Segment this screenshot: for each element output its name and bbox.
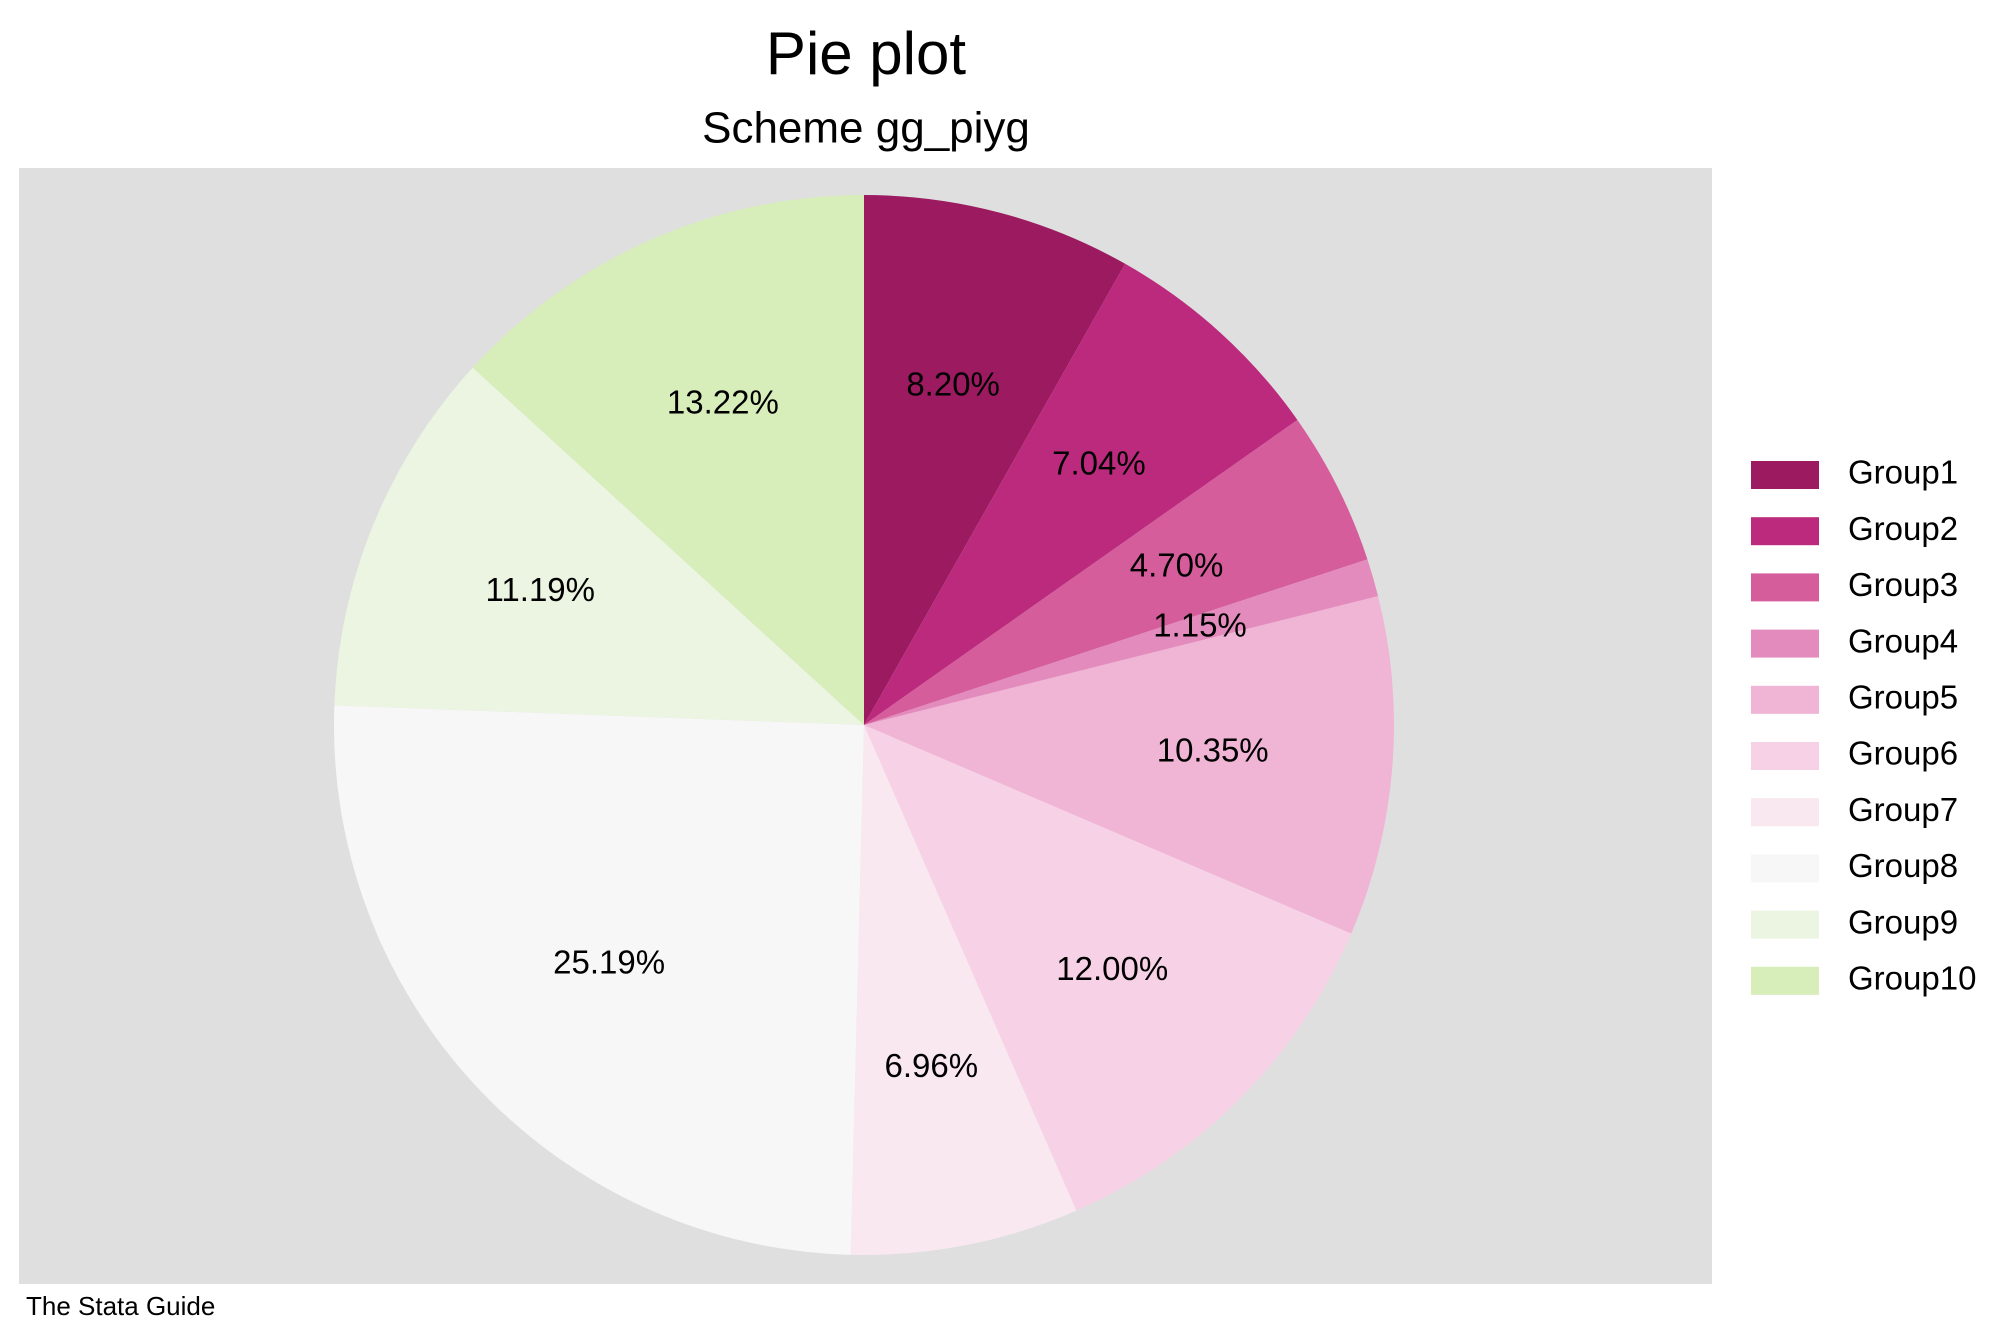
legend-label: Group10 [1848,960,1976,997]
pie-slice [864,195,1126,725]
value-label: 11.19% [486,571,595,608]
legend-label: Group1 [1848,454,1958,491]
legend-swatch [1751,573,1819,602]
legend-swatch [1751,742,1819,770]
pie-slice [864,559,1379,725]
legend-label: Group7 [1848,791,1958,828]
value-label: 1.15% [1153,606,1247,643]
legend-label: Group6 [1848,735,1958,772]
value-label: 13.22% [667,384,779,421]
legend-swatch [1751,910,1819,939]
legend-label: Group3 [1848,566,1958,603]
pie-slice [864,596,1395,934]
legend-label: Group4 [1848,622,1958,659]
legend-swatch [1751,966,1819,995]
pie-slice [864,419,1368,725]
legend-label: Group9 [1848,903,1958,940]
value-label: 8.20% [906,365,1000,402]
value-label: 4.70% [1130,547,1224,584]
chart-title: Pie plot [766,20,966,87]
chart-subtitle: Scheme gg_piyg [702,104,1030,153]
legend-swatch [1751,629,1819,658]
legend-swatch [1751,517,1819,546]
value-label: 25.19% [553,943,665,980]
value-label: 10.35% [1157,731,1269,768]
value-label: 6.96% [884,1047,978,1084]
pie-slice [864,263,1298,725]
legend-swatch [1751,854,1819,883]
legend-swatch [1751,798,1819,827]
legend-label: Group8 [1848,847,1958,884]
pie-slice [850,725,1077,1255]
legend-label: Group5 [1848,679,1958,716]
legend-swatch [1751,461,1819,489]
caption: The Stata Guide [26,1291,215,1321]
pie-slice [864,725,1352,1211]
pie-slice [334,367,864,725]
value-label: 7.04% [1052,445,1146,482]
pie-slice [472,195,864,725]
pie-slice [334,705,864,1255]
legend-label: Group2 [1848,510,1958,547]
value-label: 12.00% [1056,950,1168,987]
legend-swatch [1751,685,1819,714]
